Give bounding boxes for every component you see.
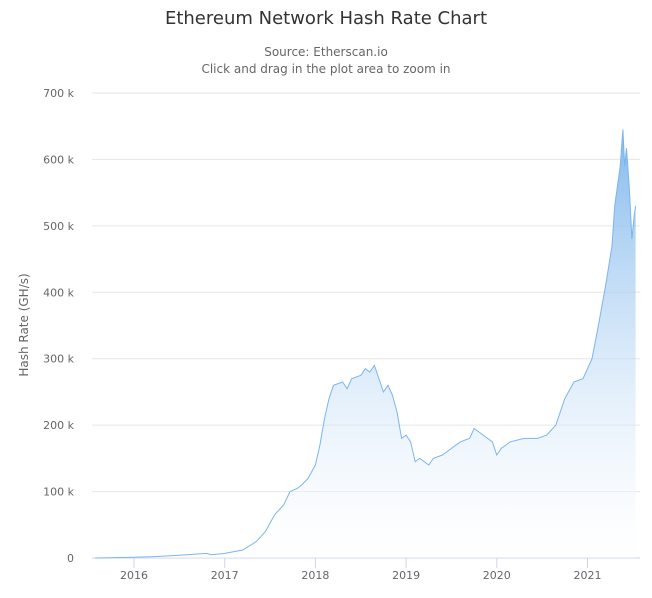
y-tick-label: 100 k [43, 486, 74, 499]
x-tick-label: 2017 [211, 569, 239, 582]
y-axis: 0 100 k 200 k 300 k 400 k 500 k 600 k 700 k [43, 87, 74, 565]
chart-title: Ethereum Network Hash Rate Chart [164, 8, 488, 29]
y-tick-label: 700 k [43, 87, 74, 100]
subtitle-zoom-hint: Click and drag in the plot area to zoom … [201, 62, 451, 76]
x-tick-label: 2019 [392, 569, 420, 582]
y-tick-label: 600 k [43, 153, 74, 166]
y-tick-label: 300 k [43, 353, 74, 366]
y-tick-label: 500 k [43, 220, 74, 233]
x-tick-label: 2021 [574, 569, 602, 582]
x-axis: 2016 2017 2018 2019 2020 2021 [120, 558, 602, 582]
y-axis-label: Hash Rate (GH/s) [17, 273, 31, 376]
chart-subtitle: Source: Etherscan.io Click and drag in t… [0, 44, 652, 78]
y-tick-label: 200 k [43, 419, 74, 432]
subtitle-source: Source: Etherscan.io [264, 45, 388, 59]
y-tick-label: 400 k [43, 286, 74, 299]
x-tick-label: 2020 [483, 569, 511, 582]
hash-rate-line [94, 129, 637, 559]
x-tick-label: 2016 [120, 569, 148, 582]
x-tick-label: 2018 [301, 569, 329, 582]
hash-rate-area [95, 129, 636, 558]
y-tick-label: 0 [67, 552, 74, 565]
